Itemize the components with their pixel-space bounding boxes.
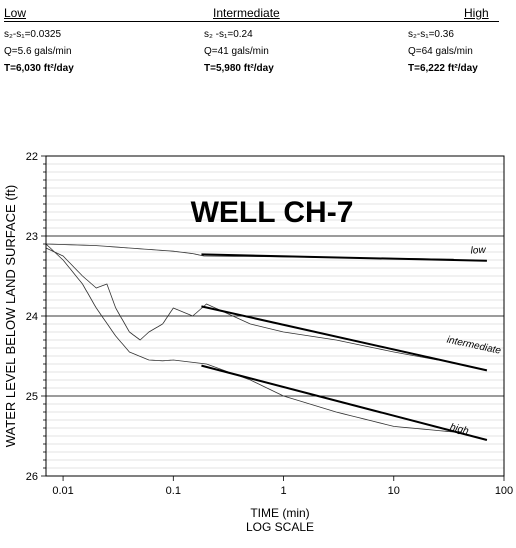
high-header: High [464, 6, 489, 20]
fit-line-low [201, 253, 487, 262]
x-axis-title: TIME (min) [250, 506, 309, 520]
y-tick-label: 26 [26, 471, 38, 483]
low-drawdown-diff: s₂-s₁=0.0325 [4, 29, 62, 40]
intermediate-drawdown-diff: s₂ -s₁=0.24 [204, 29, 253, 40]
low-transmissivity: T=6,030 ft²/day [4, 63, 74, 74]
chart-title: WELL CH-7 [191, 196, 354, 229]
fit-line-high [201, 364, 488, 441]
y-axis-title: WATER LEVEL BELOW LAND SURFACE (ft) [3, 185, 18, 447]
series-annotation-low: low [470, 245, 486, 257]
intermediate-discharge: Q=41 gals/min [204, 46, 269, 57]
high-discharge: Q=64 gals/min [408, 46, 473, 57]
series-line-low [45, 243, 454, 260]
series-line-high [45, 243, 454, 433]
high-summary: s₂-s₁=0.36 Q=64 gals/min T=6,222 ft²/day [408, 26, 478, 77]
intermediate-summary: s₂ -s₁=0.24 Q=41 gals/min T=5,980 ft²/da… [204, 26, 274, 77]
fit-line-layer [201, 253, 488, 441]
low-summary: s₂-s₁=0.0325 Q=5.6 gals/min T=6,030 ft²/… [4, 26, 74, 77]
x-tick-label: 0.01 [52, 485, 73, 497]
x-axis-subtitle: LOG SCALE [246, 520, 314, 534]
y-tick-label: 23 [26, 231, 38, 243]
low-header: Low [4, 6, 27, 20]
fit-line-intermediate [201, 305, 488, 372]
intermediate-transmissivity: T=5,980 ft²/day [204, 63, 274, 74]
header-rule [4, 21, 499, 22]
series-annotation-intermediate: intermediate [446, 335, 503, 357]
x-tick-label: 0.1 [166, 485, 181, 497]
y-tick-label: 24 [26, 311, 38, 323]
high-drawdown-diff: s₂-s₁=0.36 [408, 29, 454, 40]
y-tick-label: 25 [26, 391, 38, 403]
series-annotation-high: high [449, 422, 470, 437]
y-tick-label: 22 [26, 151, 38, 163]
x-tick-label: 10 [388, 485, 400, 497]
x-tick-label: 100 [495, 485, 513, 497]
high-transmissivity: T=6,222 ft²/day [408, 63, 478, 74]
tick-layer [41, 155, 505, 481]
low-discharge: Q=5.6 gals/min [4, 46, 72, 57]
x-tick-label: 1 [280, 485, 286, 497]
intermediate-header: Intermediate [213, 6, 280, 20]
series-line-intermediate [45, 247, 438, 361]
